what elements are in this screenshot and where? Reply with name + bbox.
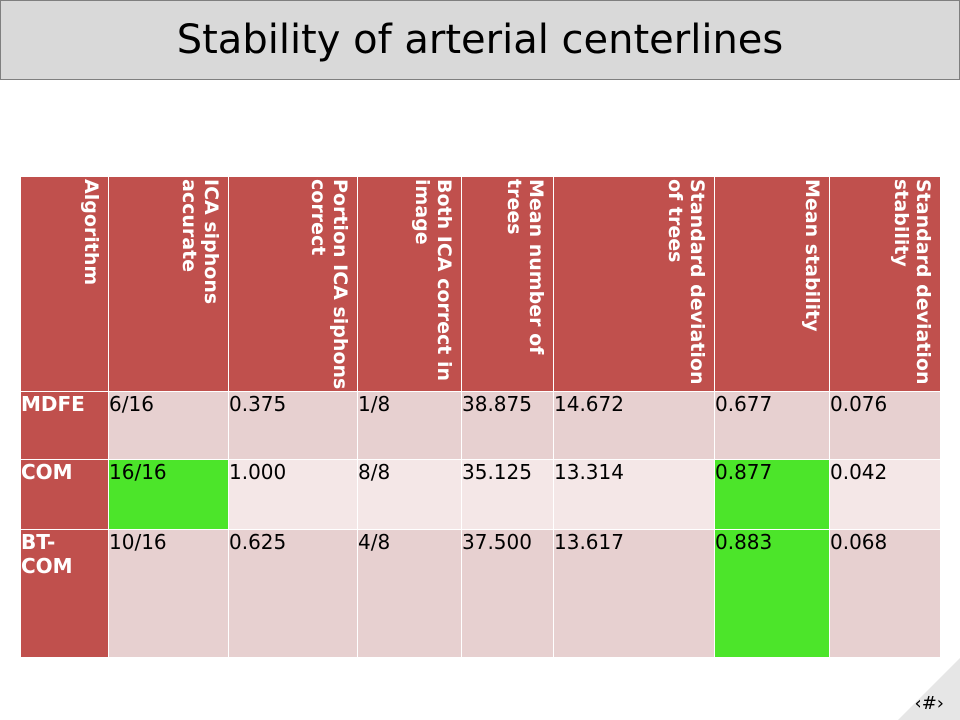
- table-cell-highlight: 16/16: [108, 459, 229, 530]
- header-std-stability: Standard deviation stability: [829, 176, 941, 392]
- table-cell-highlight: 0.883: [714, 529, 830, 658]
- results-table: Algorithm ICA siphons accurate Portion I…: [20, 176, 941, 658]
- header-mean-stability: Mean stability: [714, 176, 830, 392]
- table-row: MDFE 6/16 0.375 1/8 38.875 14.672 0.677 …: [20, 391, 941, 460]
- header-portion-ica-correct: Portion ICA siphons correct: [228, 176, 358, 392]
- slide-title: Stability of arterial centerlines: [176, 17, 784, 63]
- table-cell: 14.672: [553, 391, 715, 460]
- table-cell: 0.625: [228, 529, 358, 658]
- table-cell: 4/8: [357, 529, 462, 658]
- header-mean-number-trees: Mean number of trees: [461, 176, 554, 392]
- table-cell: 37.500: [461, 529, 554, 658]
- header-row: Algorithm ICA siphons accurate Portion I…: [20, 176, 941, 392]
- header-ica-siphons-accurate: ICA siphons accurate: [108, 176, 229, 392]
- table-cell: 13.617: [553, 529, 715, 658]
- table-cell: 0.068: [829, 529, 941, 658]
- header-both-ica-correct: Both ICA correct in image: [357, 176, 462, 392]
- table-row: COM 16/16 1.000 8/8 35.125 13.314 0.877 …: [20, 459, 941, 530]
- table-cell: 1/8: [357, 391, 462, 460]
- table-cell: 13.314: [553, 459, 715, 530]
- table-cell: 0.076: [829, 391, 941, 460]
- header-algorithm: Algorithm: [20, 176, 109, 392]
- corner-decoration: [898, 658, 960, 720]
- title-bar: Stability of arterial centerlines: [0, 0, 960, 80]
- table-cell: 8/8: [357, 459, 462, 530]
- table-cell: 1.000: [228, 459, 358, 530]
- table-cell: 0.677: [714, 391, 830, 460]
- row-label: COM: [20, 459, 109, 530]
- table-cell: 0.375: [228, 391, 358, 460]
- table-cell: 38.875: [461, 391, 554, 460]
- header-std-trees: Standard deviation of trees: [553, 176, 715, 392]
- slide-number: ‹#›: [914, 693, 944, 714]
- row-label: BT- COM: [20, 529, 109, 658]
- table-row: BT- COM 10/16 0.625 4/8 37.500 13.617 0.…: [20, 529, 941, 658]
- table-cell: 6/16: [108, 391, 229, 460]
- table-cell-highlight: 0.877: [714, 459, 830, 530]
- table-cell: 0.042: [829, 459, 941, 530]
- table-cell: 10/16: [108, 529, 229, 658]
- table-cell: 35.125: [461, 459, 554, 530]
- row-label: MDFE: [20, 391, 109, 460]
